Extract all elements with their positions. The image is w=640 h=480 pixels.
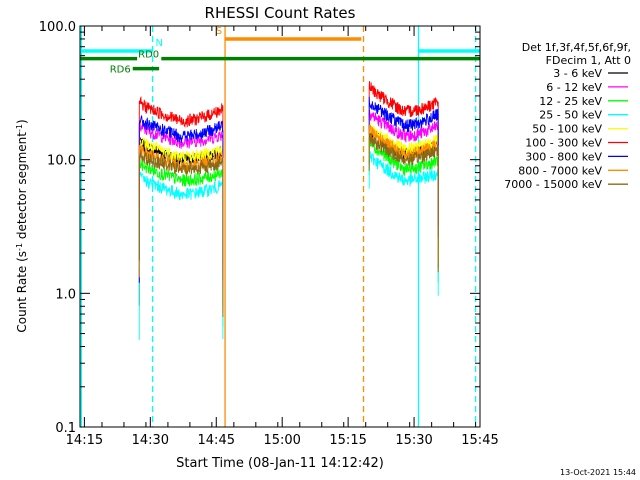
flag-rd0: RD0: [80, 50, 480, 61]
legend-label-0: 3 - 6 keV: [553, 67, 602, 80]
y-axis-label-sup1: -1: [15, 243, 24, 251]
legend-label-6: 300 - 800 keV: [525, 150, 602, 163]
y-axis-label-end: ): [15, 119, 29, 124]
flag-label-s: S: [216, 26, 222, 37]
series-8: [138, 133, 439, 317]
legend-header-1: FDecim 1, Att 0: [546, 54, 631, 67]
flag-label-rd0: RD0: [138, 50, 159, 61]
series-5: [138, 81, 439, 264]
x-tick-label-4: 15:15: [329, 433, 366, 448]
y-tick-label-2: 10.0: [47, 154, 76, 169]
y-axis-label: Count Rate (s-1 detector segment-1): [15, 119, 30, 332]
series-1-seg2-line: [368, 109, 439, 249]
flag-n: N: [80, 38, 480, 53]
series-6: [138, 96, 439, 283]
y-axis: 0.1 1.0 10.0 100.0: [39, 20, 480, 436]
legend-label-4: 50 - 100 keV: [532, 123, 602, 136]
plot-area: [80, 26, 477, 427]
series-2: [138, 137, 439, 327]
legend-label-7: 800 - 7000 keV: [518, 164, 602, 177]
legend-header-0: Det 1f,3f,4f,5f,6f,9f,: [522, 41, 631, 54]
series-3-seg2-line: [368, 150, 439, 296]
series-2-seg2-line: [368, 137, 439, 283]
series-5-seg2-line: [368, 81, 439, 226]
series-group: [138, 81, 439, 340]
plot-frame: [79, 25, 481, 428]
series-5-seg1-line: [138, 95, 224, 264]
y-tick-label-1: 1.0: [55, 287, 76, 302]
x-axis-label: Start Time (08-Jan-11 14:12:42): [176, 456, 384, 471]
flag-rd6: RD6: [110, 65, 160, 76]
series-3-seg1-line: [138, 171, 224, 340]
chart-title: RHESSI Count Rates: [205, 4, 356, 22]
y-tick-label-3: 100.0: [39, 20, 76, 35]
series-3: [138, 150, 439, 340]
x-tick-label-0: 14:15: [66, 433, 103, 448]
series-8-seg2-line: [368, 133, 439, 273]
y-axis-label-mid: detector segment: [15, 132, 29, 243]
x-tick-label-1: 14:30: [132, 433, 169, 448]
generation-timestamp: 13-Oct-2021 15:44: [560, 468, 636, 477]
series-1-seg1-line: [138, 120, 224, 289]
flag-s: S: [216, 26, 362, 41]
x-tick-label-6: 15:45: [461, 433, 498, 448]
series-8-seg1-line: [138, 149, 224, 317]
y-axis-label-sup2: -1: [15, 124, 24, 132]
flag-label-rd6: RD6: [110, 65, 131, 76]
x-axis: 14:15 14:30 14:45 15:00 15:15 15:30 15:45: [66, 26, 499, 448]
legend: Det 1f,3f,4f,5f,6f,9f,FDecim 1, Att 03 -…: [504, 41, 631, 191]
y-axis-label-main: Count Rate (s: [15, 251, 29, 333]
series-6-seg1-line: [138, 115, 224, 283]
legend-label-8: 7000 - 15000 keV: [504, 178, 602, 191]
series-2-seg1-line: [138, 158, 224, 327]
y-tick-label-0: 0.1: [55, 421, 76, 436]
legend-label-5: 100 - 300 keV: [525, 137, 602, 150]
series-1: [138, 109, 439, 289]
flag-label-n: N: [156, 38, 163, 49]
legend-label-3: 25 - 50 keV: [539, 109, 602, 122]
flag-group: N S RD0 RD6: [80, 26, 480, 76]
x-tick-label-2: 14:45: [198, 433, 235, 448]
legend-label-1: 6 - 12 keV: [546, 81, 602, 94]
x-tick-label-3: 15:00: [263, 433, 300, 448]
x-tick-label-5: 15:30: [395, 433, 432, 448]
legend-label-2: 12 - 25 keV: [539, 95, 602, 108]
series-6-seg2-line: [368, 96, 439, 237]
